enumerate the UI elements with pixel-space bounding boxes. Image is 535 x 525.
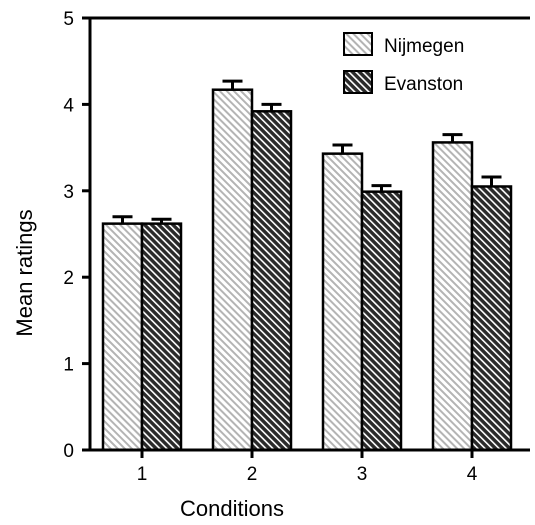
y-tick-label: 3 xyxy=(63,182,74,203)
bar-nijmegen-cond-1 xyxy=(101,222,144,452)
y-tick-label: 4 xyxy=(63,95,74,116)
bar-evanston-cond-2 xyxy=(250,110,293,452)
x-axis-ticks: 1 2 3 4 xyxy=(137,450,478,485)
x-tick-label: 3 xyxy=(357,464,368,485)
legend: Nijmegen Evanston xyxy=(343,32,464,95)
y-tick-label: 0 xyxy=(63,441,74,462)
bar-nijmegen-cond-2 xyxy=(211,88,254,452)
y-axis-title: Mean ratings xyxy=(12,209,37,336)
x-tick-label: 2 xyxy=(247,464,258,485)
bar-evanston-cond-1 xyxy=(140,222,183,452)
bar-evanston-cond-4 xyxy=(470,185,513,452)
y-tick-label: 5 xyxy=(63,9,74,30)
legend-swatch-nijmegen xyxy=(343,32,373,56)
y-tick-label: 2 xyxy=(63,268,74,289)
error-bars xyxy=(112,79,502,224)
x-axis-title: Conditions xyxy=(180,496,284,521)
legend-swatch-evanston xyxy=(343,70,373,94)
y-axis-ticks: 0 1 2 3 4 5 xyxy=(63,9,90,462)
legend-label-evanston: Evanston xyxy=(384,74,463,95)
bar-evanston-cond-3 xyxy=(360,190,403,452)
y-tick-label: 1 xyxy=(63,355,74,376)
bars xyxy=(101,88,513,452)
x-tick-label: 4 xyxy=(467,464,478,485)
legend-label-nijmegen: Nijmegen xyxy=(384,36,464,57)
bar-nijmegen-cond-3 xyxy=(321,152,364,452)
bar-nijmegen-cond-4 xyxy=(431,141,474,452)
x-tick-label: 1 xyxy=(137,464,148,485)
